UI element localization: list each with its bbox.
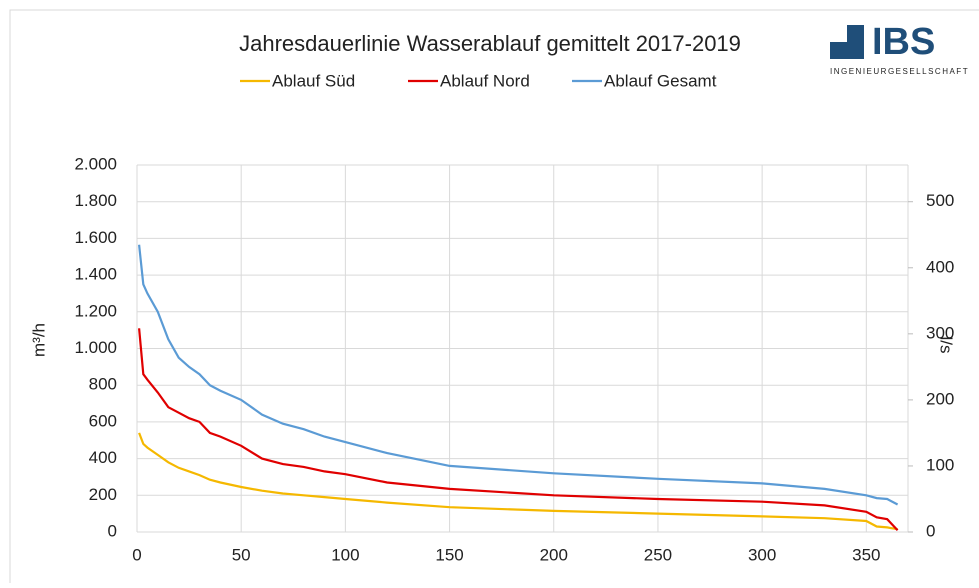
y-tick-label: 600	[89, 411, 117, 430]
y2-tick-label: 0	[926, 521, 935, 540]
y-tick-label: 1.000	[74, 338, 117, 357]
x-tick-label: 100	[331, 545, 359, 564]
x-tick-label: 250	[644, 545, 672, 564]
y2-tick-label: 400	[926, 257, 954, 276]
y-tick-label: 1.400	[74, 265, 117, 284]
x-tick-label: 300	[748, 545, 776, 564]
legend-label: Ablauf Nord	[440, 71, 530, 90]
chart-frame	[9, 9, 979, 588]
logo-subtitle: INGENIEURGESELLSCHAFT	[830, 67, 969, 76]
y-tick-label: 2.000	[74, 154, 117, 173]
y-tick-label: 1.800	[74, 191, 117, 210]
y2-tick-label: 100	[926, 455, 954, 474]
series-line	[138, 432, 898, 531]
y-tick-label: 1.200	[74, 301, 117, 320]
legend-label: Ablauf Süd	[272, 71, 355, 90]
chart-title: Jahresdauerlinie Wasserablauf gemittelt …	[239, 31, 741, 56]
series-line	[138, 244, 899, 506]
x-tick-label: 50	[232, 545, 251, 564]
x-tick-label: 200	[540, 545, 568, 564]
logo-mark	[830, 25, 847, 42]
y-tick-label: 200	[89, 485, 117, 504]
x-tick-label: 0	[132, 545, 141, 564]
y-axis-label: m³/h	[29, 323, 48, 357]
y-tick-label: 800	[89, 375, 117, 394]
x-tick-label: 350	[852, 545, 880, 564]
y2-axis-label: l/s	[937, 337, 956, 354]
y-tick-label: 1.600	[74, 228, 117, 247]
y2-tick-label: 200	[926, 389, 954, 408]
x-tick-label: 150	[435, 545, 463, 564]
logo-name: IBS	[872, 21, 935, 63]
y2-tick-label: 500	[926, 191, 954, 210]
legend-label: Ablauf Gesamt	[604, 71, 717, 90]
y-tick-label: 0	[108, 521, 117, 540]
y2-tick-label: 300	[926, 323, 954, 342]
y-tick-label: 400	[89, 448, 117, 467]
series-line	[138, 328, 899, 531]
